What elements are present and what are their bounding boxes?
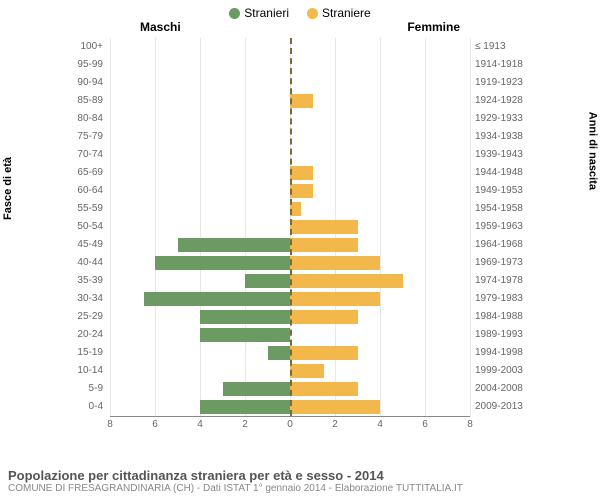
age-label: 45-49 <box>55 236 103 254</box>
plot-area: 100+≤ 191395-991914-191890-941919-192385… <box>55 38 535 433</box>
birth-year-label: 1979-1983 <box>475 290 535 308</box>
bar-rows: 100+≤ 191395-991914-191890-941919-192385… <box>110 38 470 416</box>
x-tick: 6 <box>422 419 428 430</box>
birth-year-label: 1999-2003 <box>475 362 535 380</box>
age-label: 70-74 <box>55 146 103 164</box>
birth-year-label: 2004-2008 <box>475 380 535 398</box>
female-bar <box>290 364 324 378</box>
female-bar <box>290 238 358 252</box>
female-bar <box>290 346 358 360</box>
age-label: 30-34 <box>55 290 103 308</box>
age-label: 25-29 <box>55 308 103 326</box>
x-axis: 8 6 4 2 0 2 4 6 8 <box>110 416 470 437</box>
male-bar <box>200 310 290 324</box>
age-label: 0-4 <box>55 398 103 416</box>
male-bar <box>200 328 290 342</box>
y-axis-right-title: Anni di nascita <box>586 112 598 190</box>
female-bar <box>290 256 380 270</box>
age-label: 10-14 <box>55 362 103 380</box>
male-bar <box>178 238 291 252</box>
birth-year-label: 1994-1998 <box>475 344 535 362</box>
age-label: 100+ <box>55 38 103 56</box>
x-tick: 2 <box>242 419 248 430</box>
age-label: 95-99 <box>55 56 103 74</box>
legend-item-female: Straniere <box>307 6 371 20</box>
birth-year-label: 1984-1988 <box>475 308 535 326</box>
footer: Popolazione per cittadinanza straniera p… <box>8 468 592 494</box>
x-tick: 8 <box>107 419 113 430</box>
age-label: 20-24 <box>55 326 103 344</box>
birth-year-label: 1964-1968 <box>475 236 535 254</box>
male-bar <box>245 274 290 288</box>
female-bar <box>290 310 358 324</box>
age-label: 90-94 <box>55 74 103 92</box>
age-label: 75-79 <box>55 128 103 146</box>
age-label: 15-19 <box>55 344 103 362</box>
female-bar <box>290 400 380 414</box>
male-bar <box>268 346 291 360</box>
birth-year-label: 1939-1943 <box>475 146 535 164</box>
legend: Stranieri Straniere <box>0 0 600 20</box>
female-bar <box>290 292 380 306</box>
female-bar <box>290 220 358 234</box>
gridline <box>470 38 471 416</box>
y-axis-left-title: Fasce di età <box>2 157 14 220</box>
birth-year-label: 2009-2013 <box>475 398 535 416</box>
chart-subtitle: COMUNE DI FRESAGRANDINARIA (CH) - Dati I… <box>8 483 592 494</box>
female-bar <box>290 94 313 108</box>
age-label: 5-9 <box>55 380 103 398</box>
female-swatch <box>307 8 318 19</box>
male-bar <box>144 292 290 306</box>
female-bar <box>290 184 313 198</box>
female-bar <box>290 166 313 180</box>
male-bar <box>155 256 290 270</box>
male-swatch <box>229 8 240 19</box>
x-tick: 8 <box>467 419 473 430</box>
female-bar <box>290 274 403 288</box>
birth-year-label: 1974-1978 <box>475 272 535 290</box>
birth-year-label: 1919-1923 <box>475 74 535 92</box>
age-label: 85-89 <box>55 92 103 110</box>
center-line <box>290 38 292 416</box>
age-label: 55-59 <box>55 200 103 218</box>
x-tick: 2 <box>332 419 338 430</box>
chart-title: Popolazione per cittadinanza straniera p… <box>8 468 592 483</box>
male-bar <box>223 382 291 396</box>
male-bar <box>200 400 290 414</box>
birth-year-label: 1934-1938 <box>475 128 535 146</box>
birth-year-label: 1924-1928 <box>475 92 535 110</box>
birth-year-label: 1929-1933 <box>475 110 535 128</box>
legend-item-male: Stranieri <box>229 6 289 20</box>
birth-year-label: 1954-1958 <box>475 200 535 218</box>
birth-year-label: 1944-1948 <box>475 164 535 182</box>
age-label: 40-44 <box>55 254 103 272</box>
age-label: 35-39 <box>55 272 103 290</box>
age-label: 80-84 <box>55 110 103 128</box>
x-tick: 4 <box>197 419 203 430</box>
population-pyramid-chart: Stranieri Straniere Maschi Femmine Fasce… <box>0 0 600 500</box>
x-tick: 6 <box>152 419 158 430</box>
legend-female-label: Straniere <box>322 6 371 20</box>
age-label: 65-69 <box>55 164 103 182</box>
header-male: Maschi <box>140 20 181 34</box>
birth-year-label: 1969-1973 <box>475 254 535 272</box>
x-tick: 0 <box>287 419 293 430</box>
age-label: 60-64 <box>55 182 103 200</box>
female-bar <box>290 382 358 396</box>
birth-year-label: 1989-1993 <box>475 326 535 344</box>
birth-year-label: 1949-1953 <box>475 182 535 200</box>
birth-year-label: 1914-1918 <box>475 56 535 74</box>
birth-year-label: ≤ 1913 <box>475 38 535 56</box>
header-female: Femmine <box>407 20 460 34</box>
age-label: 50-54 <box>55 218 103 236</box>
column-headers: Maschi Femmine <box>0 20 600 38</box>
x-tick: 4 <box>377 419 383 430</box>
legend-male-label: Stranieri <box>244 6 289 20</box>
birth-year-label: 1959-1963 <box>475 218 535 236</box>
